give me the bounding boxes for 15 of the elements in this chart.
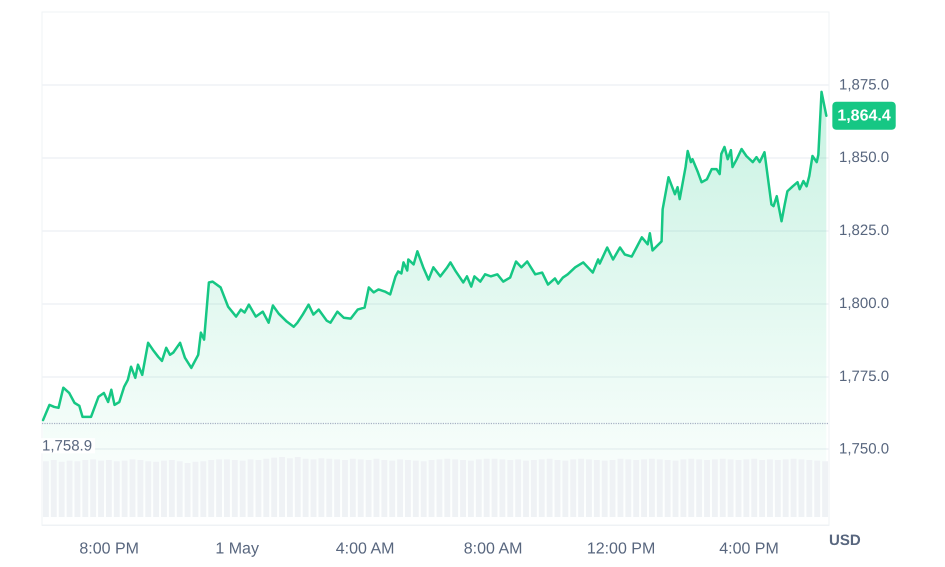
ref-line-label: 1,758.9 [42, 437, 92, 454]
annotation: 1,864.4 [837, 107, 891, 124]
x-tick-label: 8:00 PM [79, 540, 139, 558]
y-tick-label: 1,875.0 [839, 76, 890, 94]
y-tick-label: 1,850.0 [839, 149, 890, 166]
x-tick-label: 4:00 AM [336, 540, 394, 558]
x-tick-label: 1 May [215, 540, 259, 558]
y-axis-title: USD [829, 532, 861, 549]
x-tick-label: 4:00 PM [719, 540, 779, 558]
y-tick-label: 1,800.0 [839, 294, 890, 312]
x-tick-label: 8:00 AM [464, 540, 522, 558]
y-tick-label: 1,750.0 [839, 440, 890, 458]
x-tick-label: 12:00 PM [586, 540, 656, 558]
y-tick-label: 1,775.0 [839, 368, 890, 385]
y-tick-label: 1,825.0 [839, 222, 890, 240]
